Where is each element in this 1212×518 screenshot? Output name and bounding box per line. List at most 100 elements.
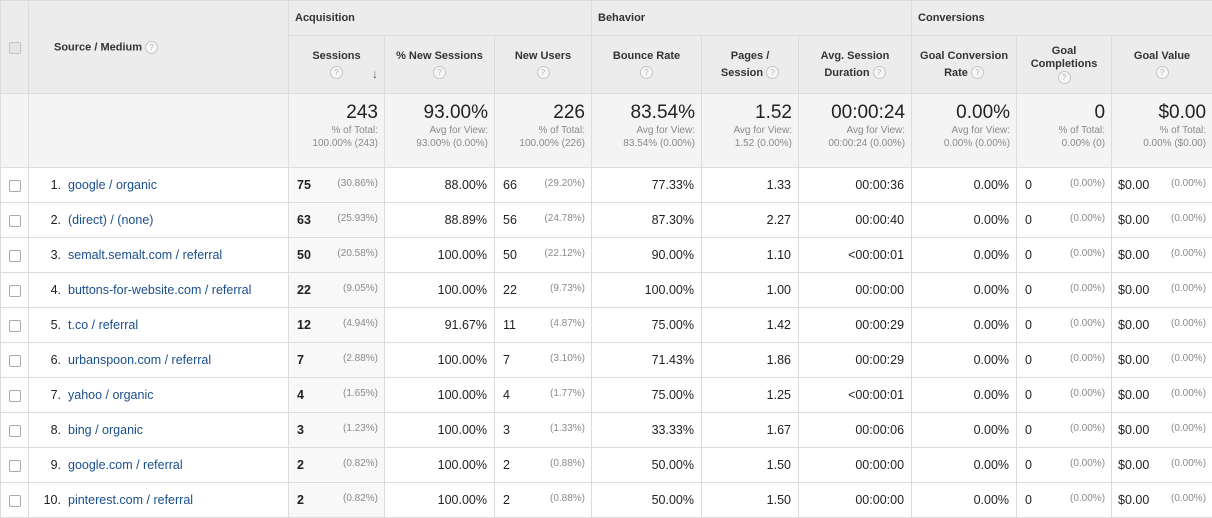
goal-completions-cell: 0(0.00%) xyxy=(1017,483,1112,518)
goal-completions-label: Goal xyxy=(1017,45,1111,58)
avg-session-duration-cell: 00:00:06 xyxy=(799,413,912,448)
new-users-cell: 11(4.87%) xyxy=(495,308,592,343)
select-all-checkbox[interactable] xyxy=(9,42,21,54)
row-checkbox[interactable] xyxy=(9,495,21,507)
source-medium-link[interactable]: (direct) / (none) xyxy=(68,213,153,227)
sessions-value: 22 xyxy=(297,283,311,297)
row-checkbox-cell xyxy=(1,168,29,203)
help-icon[interactable]: ? xyxy=(537,66,550,79)
new-users-header[interactable]: New Users ? xyxy=(495,36,592,94)
table-row: 5.t.co / referral 12(4.94%) 91.67% 11(4.… xyxy=(1,308,1212,343)
goal-conversion-rate-cell: 0.00% xyxy=(912,168,1017,203)
row-checkbox[interactable] xyxy=(9,320,21,332)
total-new-sessions: 93.00% Avg for View: 93.00% (0.00%) xyxy=(385,94,495,168)
pages-per-session-header[interactable]: Pages / Session ? xyxy=(702,36,799,94)
new-sessions-header[interactable]: % New Sessions ? xyxy=(385,36,495,94)
help-icon[interactable]: ? xyxy=(330,66,343,79)
row-checkbox[interactable] xyxy=(9,180,21,192)
sessions-value: 7 xyxy=(297,353,304,367)
sessions-percent: (1.65%) xyxy=(343,388,378,399)
row-checkbox-cell xyxy=(1,238,29,273)
new-users-percent: (9.73%) xyxy=(550,283,585,294)
sessions-cell: 2(0.82%) xyxy=(289,448,385,483)
source-medium-link[interactable]: google.com / referral xyxy=(68,458,183,472)
goal-completions-percent: (0.00%) xyxy=(1070,248,1105,259)
help-icon[interactable]: ? xyxy=(433,66,446,79)
source-medium-link[interactable]: semalt.semalt.com / referral xyxy=(68,248,222,262)
new-users-value: 7 xyxy=(503,353,510,367)
total-new-users-caption: % of Total: xyxy=(495,125,585,137)
goal-conversion-rate-cell: 0.00% xyxy=(912,378,1017,413)
bounce-rate-header[interactable]: Bounce Rate ? xyxy=(592,36,702,94)
goal-value-value: $0.00 xyxy=(1118,458,1149,472)
help-icon[interactable]: ? xyxy=(145,41,158,54)
row-checkbox[interactable] xyxy=(9,460,21,472)
row-checkbox-cell xyxy=(1,483,29,518)
goal-completions-percent: (0.00%) xyxy=(1070,213,1105,224)
source-medium-link[interactable]: pinterest.com / referral xyxy=(68,493,193,507)
total-goal-value-caption: % of Total: xyxy=(1112,125,1206,137)
bounce-rate-cell: 77.33% xyxy=(592,168,702,203)
new-users-percent: (29.20%) xyxy=(544,178,585,189)
source-medium-link[interactable]: t.co / referral xyxy=(68,318,138,332)
row-index: 10. xyxy=(37,493,61,507)
new-users-percent: (0.88%) xyxy=(550,458,585,469)
goal-value-percent: (0.00%) xyxy=(1171,353,1206,364)
total-bounce-rate: 83.54% Avg for View: 83.54% (0.00%) xyxy=(592,94,702,168)
goal-completions-value: 0 xyxy=(1025,178,1032,192)
help-icon[interactable]: ? xyxy=(971,66,984,79)
help-icon[interactable]: ? xyxy=(873,66,886,79)
total-sessions: 243 % of Total: 100.00% (243) xyxy=(289,94,385,168)
row-checkbox-cell xyxy=(1,273,29,308)
row-checkbox-cell xyxy=(1,413,29,448)
goal-value-value: $0.00 xyxy=(1118,318,1149,332)
row-checkbox-cell xyxy=(1,203,29,238)
total-conv-detail: 0.00% (0.00%) xyxy=(912,138,1010,150)
source-medium-link[interactable]: google / organic xyxy=(68,178,157,192)
source-medium-header[interactable]: Source / Medium ? xyxy=(29,1,289,94)
sessions-cell: 7(2.88%) xyxy=(289,343,385,378)
avg-session-duration-header[interactable]: Avg. Session Duration ? xyxy=(799,36,912,94)
sessions-header[interactable]: Sessions ? ↓ xyxy=(289,36,385,94)
goal-value-header[interactable]: Goal Value ? xyxy=(1112,36,1212,94)
total-bounce-rate-value: 83.54% xyxy=(592,102,695,124)
help-icon[interactable]: ? xyxy=(1156,66,1169,79)
source-medium-link[interactable]: bing / organic xyxy=(68,423,143,437)
row-checkbox[interactable] xyxy=(9,425,21,437)
goal-conversion-rate-cell: 0.00% xyxy=(912,308,1017,343)
total-duration-value: 00:00:24 xyxy=(799,102,905,124)
source-medium-link[interactable]: buttons-for-website.com / referral xyxy=(68,283,251,297)
source-medium-label: Source / Medium xyxy=(54,41,142,53)
goal-completions-percent: (0.00%) xyxy=(1070,493,1105,504)
goal-value-percent: (0.00%) xyxy=(1171,283,1206,294)
help-icon[interactable]: ? xyxy=(640,66,653,79)
row-index: 3. xyxy=(37,248,61,262)
pages-per-session-cell: 1.50 xyxy=(702,448,799,483)
row-checkbox[interactable] xyxy=(9,285,21,297)
sort-descending-icon[interactable]: ↓ xyxy=(372,66,378,83)
new-users-value: 50 xyxy=(503,248,517,262)
row-checkbox[interactable] xyxy=(9,355,21,367)
goal-conversion-rate-cell: 0.00% xyxy=(912,343,1017,378)
row-checkbox[interactable] xyxy=(9,390,21,402)
table-row: 7.yahoo / organic 4(1.65%) 100.00% 4(1.7… xyxy=(1,378,1212,413)
goal-value-cell: $0.00(0.00%) xyxy=(1112,378,1212,413)
goal-value-percent: (0.00%) xyxy=(1171,213,1206,224)
new-users-cell: 7(3.10%) xyxy=(495,343,592,378)
source-medium-link[interactable]: yahoo / organic xyxy=(68,388,153,402)
bounce-rate-cell: 100.00% xyxy=(592,273,702,308)
avg-session-duration-cell: 00:00:36 xyxy=(799,168,912,203)
goal-conversion-rate-header[interactable]: Goal Conversion Rate ? xyxy=(912,36,1017,94)
row-checkbox[interactable] xyxy=(9,250,21,262)
new-sessions-cell: 100.00% xyxy=(385,448,495,483)
goal-completions-percent: (0.00%) xyxy=(1070,458,1105,469)
new-users-percent: (1.33%) xyxy=(550,423,585,434)
goal-value-percent: (0.00%) xyxy=(1171,423,1206,434)
help-icon[interactable]: ? xyxy=(1058,71,1071,84)
source-medium-link[interactable]: urbanspoon.com / referral xyxy=(68,353,211,367)
sessions-percent: (0.82%) xyxy=(343,493,378,504)
help-icon[interactable]: ? xyxy=(766,66,779,79)
total-goal-conversion-rate: 0.00% Avg for View: 0.00% (0.00%) xyxy=(912,94,1017,168)
row-checkbox[interactable] xyxy=(9,215,21,227)
goal-completions-header[interactable]: Goal Completions ? xyxy=(1017,36,1112,94)
